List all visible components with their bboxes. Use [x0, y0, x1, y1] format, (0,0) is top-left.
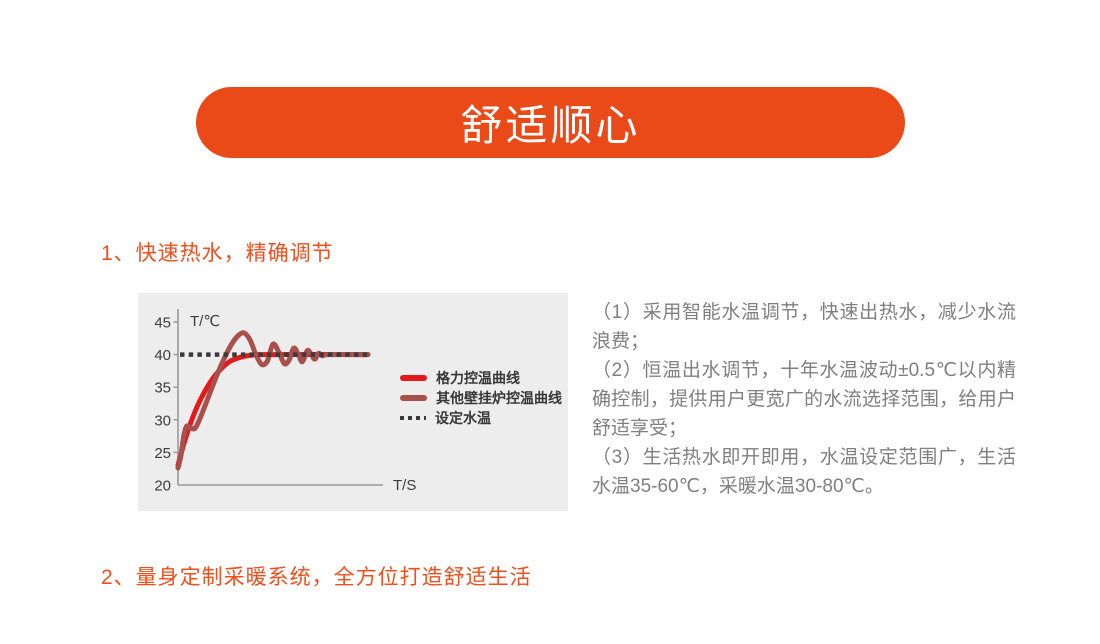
section1-heading: 1、快速热水，精确调节: [101, 242, 334, 265]
other-boiler-curve-swatch: [400, 395, 427, 401]
y-tick-label: 35: [154, 380, 171, 397]
legend-item-set-temperature: 设定水温: [400, 408, 562, 428]
section2-heading: 2、量身定制采暖系统，全方位打造舒适生活: [101, 566, 532, 589]
y-tick-label: 40: [154, 347, 171, 364]
gree-curve-swatch: [400, 375, 427, 381]
chart-legend: 格力控温曲线 其他壁挂炉控温曲线 设定水温: [400, 368, 562, 428]
banner: 舒适顺心: [196, 87, 905, 158]
legend-item-other-boiler: 其他壁挂炉控温曲线: [400, 388, 562, 408]
legend-label: 格力控温曲线: [436, 370, 520, 386]
banner-title: 舒适顺心: [460, 102, 641, 149]
temperature-chart-panel: T/℃ T/S 45 40 35 30 25 20 格力控温曲线 其他壁挂炉控温曲线 设定…: [138, 293, 568, 511]
feature-point-1: （1）采用智能水温调节，快速出热水，减少水流浪费；: [592, 302, 1016, 352]
legend-label: 设定水温: [435, 410, 491, 426]
feature-point-3: （3）生活热水即开即用，水温设定范围广，生活水温35-60℃，采暖水温30-80…: [592, 447, 1016, 497]
y-tick-label: 20: [154, 478, 171, 495]
legend-item-gree: 格力控温曲线: [400, 368, 562, 388]
y-tick-label: 30: [154, 412, 171, 429]
feature-description: （1）采用智能水温调节，快速出热水，减少水流浪费； （2）恒温出水调节，十年水温…: [592, 298, 1016, 501]
gree-curve: [175, 352, 371, 468]
chart-canvas: T/℃ T/S 45 40 35 30 25 20: [154, 309, 416, 495]
y-axis-title: T/℃: [190, 313, 220, 330]
y-tick-label: 45: [154, 315, 171, 332]
set-temperature-swatch: [400, 416, 426, 420]
x-axis-title: T/S: [393, 477, 416, 494]
y-tick-label: 25: [154, 445, 171, 462]
legend-label: 其他壁挂炉控温曲线: [436, 390, 562, 406]
feature-point-2: （2）恒温出水调节，十年水温波动±0.5℃以内精确控制，提供用户更宽广的水流选择…: [592, 360, 1016, 439]
